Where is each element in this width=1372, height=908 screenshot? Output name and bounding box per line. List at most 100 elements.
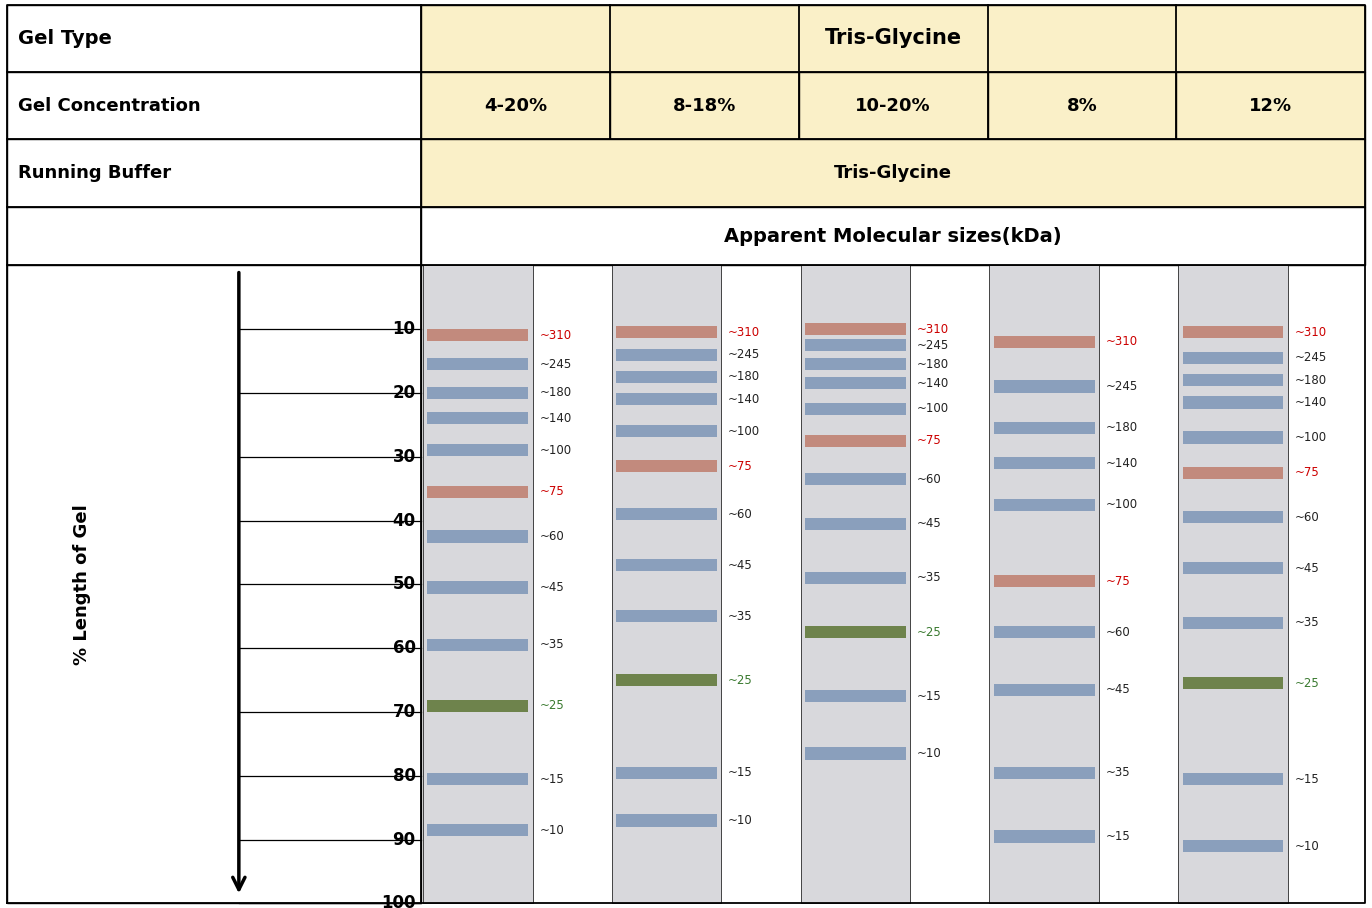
Bar bbox=[616, 814, 718, 826]
Text: ~310: ~310 bbox=[729, 326, 760, 339]
Text: 8%: 8% bbox=[1066, 96, 1098, 114]
Text: ~35: ~35 bbox=[539, 638, 564, 651]
Text: ~100: ~100 bbox=[729, 425, 760, 438]
Bar bbox=[428, 773, 528, 785]
Bar bbox=[1183, 326, 1283, 339]
Bar bbox=[993, 575, 1095, 587]
Bar bbox=[805, 473, 906, 485]
Bar bbox=[421, 72, 611, 139]
Text: Tris-Glycine: Tris-Glycine bbox=[834, 164, 952, 183]
Bar bbox=[1183, 562, 1283, 575]
Text: ~75: ~75 bbox=[916, 434, 941, 448]
Text: ~45: ~45 bbox=[1106, 683, 1131, 696]
Text: ~25: ~25 bbox=[916, 626, 941, 638]
Bar bbox=[993, 422, 1095, 434]
Bar bbox=[805, 690, 906, 702]
Text: ~75: ~75 bbox=[1295, 466, 1320, 479]
Bar bbox=[616, 349, 718, 360]
Bar bbox=[428, 581, 528, 594]
Bar bbox=[616, 674, 718, 686]
Text: ~25: ~25 bbox=[1295, 676, 1320, 690]
Bar bbox=[805, 518, 906, 529]
Text: ~310: ~310 bbox=[1106, 335, 1137, 349]
Text: 20: 20 bbox=[392, 384, 416, 402]
Bar bbox=[989, 265, 1099, 903]
Bar bbox=[1183, 467, 1283, 479]
Text: ~60: ~60 bbox=[1295, 511, 1320, 524]
Bar bbox=[421, 140, 1365, 207]
Bar bbox=[1183, 773, 1283, 785]
Text: 10: 10 bbox=[392, 320, 416, 338]
Text: 30: 30 bbox=[392, 448, 416, 466]
Bar bbox=[616, 610, 718, 622]
Text: ~245: ~245 bbox=[539, 358, 572, 370]
Text: ~245: ~245 bbox=[1106, 380, 1137, 393]
Bar bbox=[988, 72, 1176, 139]
Bar bbox=[805, 747, 906, 759]
Bar bbox=[1183, 511, 1283, 523]
Text: ~140: ~140 bbox=[539, 412, 572, 425]
Bar bbox=[1176, 72, 1365, 139]
Text: ~60: ~60 bbox=[539, 530, 564, 543]
Bar bbox=[801, 265, 910, 903]
Text: Running Buffer: Running Buffer bbox=[18, 164, 172, 183]
Bar bbox=[805, 403, 906, 415]
Text: ~75: ~75 bbox=[539, 485, 564, 498]
Text: % Length of Gel: % Length of Gel bbox=[73, 504, 92, 665]
Text: ~75: ~75 bbox=[1106, 575, 1131, 587]
Bar bbox=[805, 377, 906, 390]
Text: ~45: ~45 bbox=[916, 518, 941, 530]
Text: ~180: ~180 bbox=[916, 358, 949, 370]
Text: ~180: ~180 bbox=[539, 387, 572, 400]
Text: 4-20%: 4-20% bbox=[484, 96, 547, 114]
Bar bbox=[7, 140, 421, 207]
Text: ~35: ~35 bbox=[916, 571, 941, 585]
Text: ~10: ~10 bbox=[539, 824, 564, 836]
Text: Gel Type: Gel Type bbox=[18, 29, 111, 48]
Text: ~45: ~45 bbox=[539, 581, 564, 594]
Bar bbox=[993, 336, 1095, 348]
Text: ~45: ~45 bbox=[729, 558, 753, 572]
Text: ~25: ~25 bbox=[729, 674, 753, 686]
Text: ~35: ~35 bbox=[729, 610, 753, 623]
Text: ~10: ~10 bbox=[916, 747, 941, 760]
Bar bbox=[616, 393, 718, 405]
Text: ~310: ~310 bbox=[1295, 326, 1327, 339]
Bar bbox=[1183, 677, 1283, 689]
Text: 70: 70 bbox=[392, 703, 416, 721]
Bar bbox=[616, 508, 718, 520]
Text: ~15: ~15 bbox=[916, 689, 941, 703]
Text: ~310: ~310 bbox=[916, 322, 949, 336]
Bar bbox=[1183, 397, 1283, 409]
Bar bbox=[421, 207, 1365, 265]
Bar bbox=[428, 699, 528, 712]
Text: 60: 60 bbox=[392, 639, 416, 657]
Text: 12%: 12% bbox=[1249, 96, 1292, 114]
Bar bbox=[1183, 617, 1283, 628]
Text: ~180: ~180 bbox=[1106, 421, 1137, 434]
Text: ~45: ~45 bbox=[1295, 562, 1320, 575]
Bar bbox=[428, 486, 528, 498]
Text: ~310: ~310 bbox=[539, 329, 572, 342]
Bar bbox=[611, 72, 799, 139]
Bar bbox=[616, 460, 718, 472]
Text: ~15: ~15 bbox=[1106, 830, 1131, 843]
Text: Tris-Glycine: Tris-Glycine bbox=[825, 28, 962, 48]
Text: 50: 50 bbox=[392, 576, 416, 593]
Bar bbox=[616, 370, 718, 383]
Bar bbox=[616, 425, 718, 438]
Text: ~75: ~75 bbox=[729, 459, 753, 473]
Bar bbox=[1183, 840, 1283, 852]
Text: 10-20%: 10-20% bbox=[855, 96, 932, 114]
Text: ~15: ~15 bbox=[539, 773, 564, 785]
Bar bbox=[423, 265, 532, 903]
Text: 40: 40 bbox=[392, 511, 416, 529]
Bar bbox=[7, 207, 421, 265]
Text: ~100: ~100 bbox=[916, 402, 949, 415]
Text: ~100: ~100 bbox=[1295, 431, 1327, 444]
Bar bbox=[805, 627, 906, 638]
Text: ~245: ~245 bbox=[1295, 351, 1327, 364]
Bar bbox=[1183, 374, 1283, 386]
Bar bbox=[7, 265, 421, 903]
Text: ~180: ~180 bbox=[729, 370, 760, 383]
